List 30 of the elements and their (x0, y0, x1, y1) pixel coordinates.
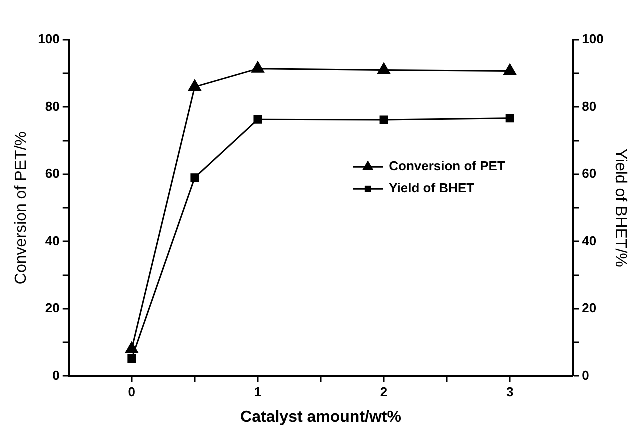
y2-tick-label: 80 (582, 98, 597, 114)
point (190, 174, 200, 182)
y2-tick-label: 100 (582, 32, 604, 47)
y2-tick-label: 60 (582, 166, 597, 182)
point (377, 62, 391, 74)
point (506, 114, 514, 123)
x-tick-label: 0 (128, 384, 136, 400)
y-axis-title: Conversion of PET/% (13, 132, 30, 285)
legend-label: Yield of BHET (389, 180, 475, 196)
point (503, 63, 518, 76)
y-tick-label: 20 (45, 300, 60, 316)
y2-tick-label: 0 (582, 368, 590, 383)
legend-label: Conversion of PET (389, 158, 506, 174)
x-tick-label: 1 (254, 384, 262, 400)
point (128, 354, 136, 363)
y-tick-label: 80 (45, 98, 60, 114)
y2-axis-title: Yield of BHET/% (612, 148, 629, 268)
x-axis-title: Catalyst amount/wt% (240, 408, 402, 426)
x-tick-label: 2 (380, 384, 388, 400)
y-tick-label: 0 (52, 368, 60, 383)
point (380, 116, 388, 124)
point (251, 60, 265, 73)
x-tick-label: 3 (506, 384, 514, 400)
y-tick-label: 40 (45, 233, 60, 248)
y2-tick-label: 40 (582, 233, 597, 248)
point (254, 115, 262, 124)
y-tick-label: 60 (45, 166, 60, 182)
point (188, 79, 202, 92)
y-tick-label: 100 (38, 32, 60, 47)
y2-tick-label: 20 (582, 300, 597, 316)
